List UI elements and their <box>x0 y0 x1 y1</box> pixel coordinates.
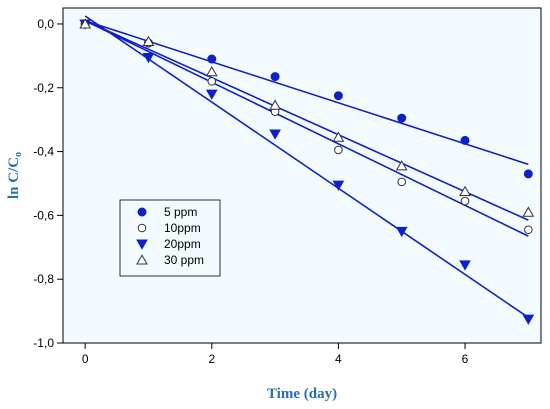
data-point-series-2 <box>397 177 407 187</box>
data-point-series-2 <box>334 145 343 155</box>
y-axis-title-main: ln C/C <box>6 157 22 199</box>
data-point-series-1 <box>207 54 217 64</box>
fit-line-series-3 <box>84 15 529 319</box>
legend-box <box>119 199 221 277</box>
data-point-series-2 <box>524 225 533 235</box>
data-point-series-1 <box>333 91 343 101</box>
y-axis-title-subscript: o <box>13 152 24 157</box>
fit-line-series-2 <box>84 20 529 237</box>
fit-line-series-1 <box>84 20 529 166</box>
data-point-series-1 <box>460 135 470 145</box>
plot-area <box>63 8 541 343</box>
y-axis-title: ln C/Co <box>6 152 24 199</box>
x-tick-label: 0 <box>82 352 89 366</box>
data-point-series-1 <box>397 113 407 123</box>
data-point-series-4 <box>459 185 471 196</box>
y-tick-label: -0,6 <box>33 208 54 222</box>
data-point-series-1 <box>270 72 280 82</box>
legend-marker-4 <box>136 254 148 265</box>
legend-marker-3 <box>136 239 148 250</box>
data-point-series-3 <box>269 129 281 140</box>
x-tick-label: 4 <box>335 352 342 366</box>
data-point-series-4 <box>395 160 408 171</box>
data-point-series-2 <box>460 196 470 206</box>
data-point-series-4 <box>142 35 155 46</box>
y-tick-label: 0,0 <box>37 17 54 31</box>
data-point-series-3 <box>332 180 345 191</box>
data-point-series-4 <box>269 99 281 110</box>
legend-marker-2 <box>137 223 147 233</box>
fit-line-series-4 <box>84 20 529 221</box>
data-point-series-3 <box>459 260 471 271</box>
legend-label-1: 5 ppm <box>164 205 197 219</box>
plot-frame <box>62 7 542 344</box>
y-tick-label: -1,0 <box>33 336 54 350</box>
y-tick-label: -0,4 <box>33 145 54 159</box>
data-markers <box>79 18 535 325</box>
data-point-series-4 <box>332 131 345 142</box>
y-tick-label: -0,2 <box>33 81 54 95</box>
data-point-series-1 <box>523 169 533 179</box>
data-point-series-3 <box>142 52 155 64</box>
legend-marker-1 <box>137 207 147 217</box>
x-tick-label: 2 <box>208 352 215 366</box>
data-point-series-2 <box>207 77 217 86</box>
legend-label-4: 30 ppm <box>164 253 204 267</box>
data-point-series-4 <box>79 18 92 29</box>
data-point-series-4 <box>205 66 218 77</box>
axis-ticks: 0 2 4 6 0,0 -0,2 -0,4 -0,6 -0,8 -1,0 <box>33 17 468 366</box>
fit-lines <box>84 15 529 319</box>
data-point-series-3 <box>395 226 408 238</box>
data-point-series-3 <box>205 89 218 100</box>
legend: 5 ppm 10ppm 20ppm 30 ppm <box>119 199 221 277</box>
legend-label-2: 10ppm <box>164 221 201 235</box>
y-tick-label: -0,8 <box>33 272 54 286</box>
x-tick-label: 6 <box>462 352 469 366</box>
data-point-series-4 <box>522 206 535 217</box>
legend-label-3: 20ppm <box>164 237 201 251</box>
data-point-series-3 <box>522 314 535 325</box>
x-axis-title: Time (day) <box>267 386 337 402</box>
